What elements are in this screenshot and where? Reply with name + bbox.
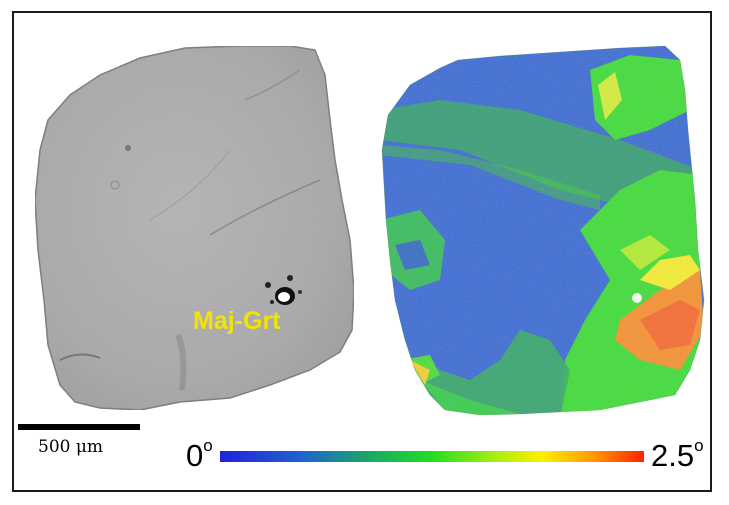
misorientation-map-image xyxy=(381,45,705,416)
colorbar-max-label: 2.5o xyxy=(651,436,704,473)
scale-bar-label: 500 μm xyxy=(38,437,104,457)
inclusion-spot xyxy=(265,275,302,305)
grayscale-grain-image xyxy=(34,45,355,411)
mineral-label: Maj-Grt xyxy=(193,307,281,335)
colorbar-gradient xyxy=(220,451,644,462)
colorbar-min-label: 0o xyxy=(186,436,213,473)
scale-bar xyxy=(18,424,140,430)
